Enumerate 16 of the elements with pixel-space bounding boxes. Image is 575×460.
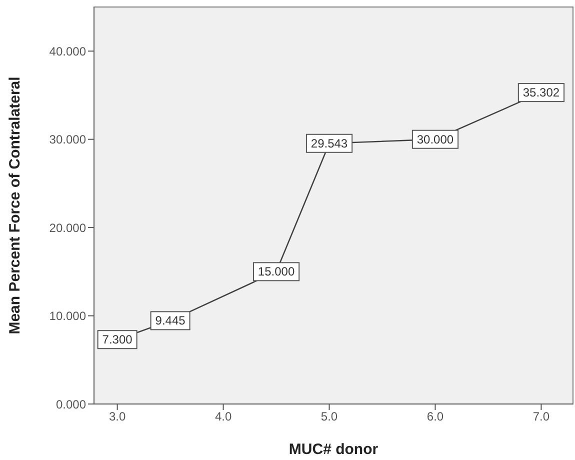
x-tick-label: 7.0 <box>532 410 550 424</box>
x-tick-label: 3.0 <box>108 410 126 424</box>
y-tick-label: 10.000 <box>49 309 86 324</box>
y-tick-label: 0.000 <box>56 397 86 412</box>
x-tick-label: 5.0 <box>320 410 338 424</box>
y-tick-label: 40.000 <box>49 44 86 58</box>
data-label: 15.000 <box>258 264 295 279</box>
x-axis-title: MUC# donor <box>288 441 378 458</box>
y-axis-title: Mean Percent Force of Contralateral <box>6 76 24 334</box>
data-label: 30.000 <box>416 132 454 146</box>
data-label: 35.302 <box>522 86 560 100</box>
x-tick-label: 6.0 <box>426 410 444 424</box>
x-tick-label: 4.0 <box>214 410 232 424</box>
y-tick-label: 30.000 <box>49 132 86 147</box>
data-label: 29.543 <box>310 136 348 150</box>
y-tick-label: 20.000 <box>49 220 86 235</box>
